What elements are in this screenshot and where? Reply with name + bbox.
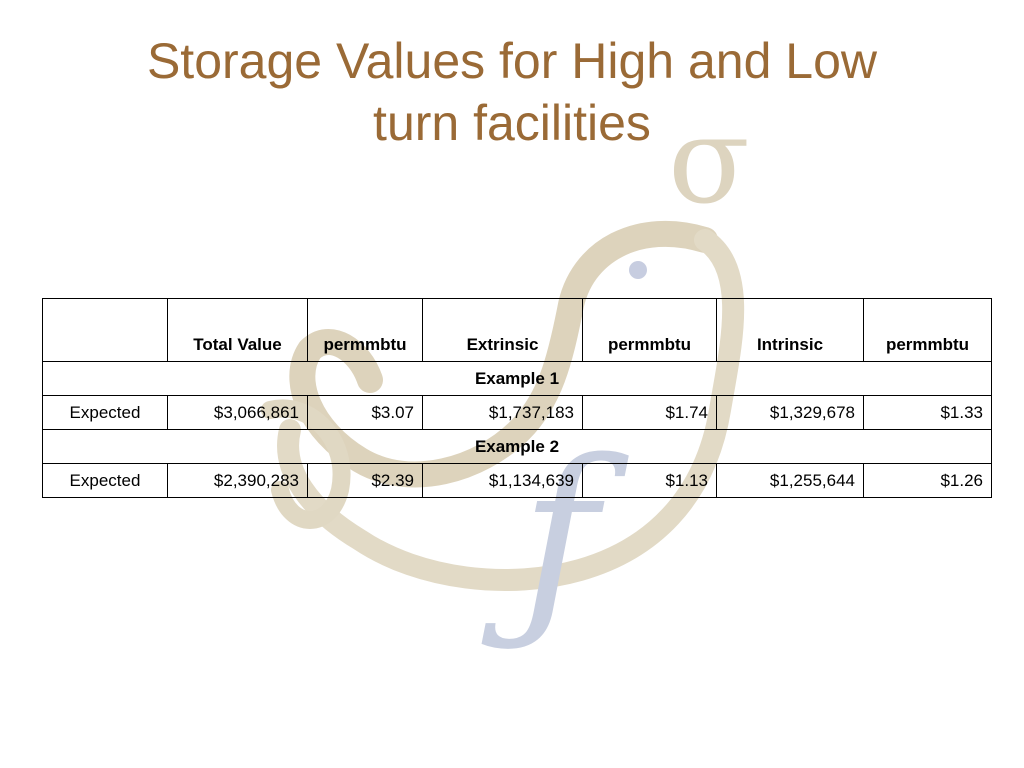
header-cell — [42, 298, 168, 362]
row-label: Expected — [42, 395, 168, 430]
header-cell: permmbtu — [307, 298, 423, 362]
header-cell: Extrinsic — [422, 298, 583, 362]
title-line-2: turn facilities — [373, 95, 651, 151]
table-cell: $2.39 — [307, 463, 423, 498]
header-cell: Total Value — [167, 298, 308, 362]
table-cell: $1.33 — [863, 395, 992, 430]
storage-values-table: Total Value permmbtu Extrinsic permmbtu … — [42, 298, 992, 498]
table-cell: $1.13 — [582, 463, 717, 498]
title-line-1: Storage Values for High and Low — [146, 33, 878, 89]
table-row: Expected $2,390,283 $2.39 $1,134,639 $1.… — [42, 463, 992, 498]
slide-title: Storage Values for High and Low turn fac… — [62, 30, 962, 154]
group-label: Example 1 — [42, 361, 992, 396]
svg-text:σ: σ — [668, 110, 750, 231]
row-label: Expected — [42, 463, 168, 498]
header-cell: permmbtu — [582, 298, 717, 362]
table-cell: $1,737,183 — [422, 395, 583, 430]
table-cell: $1.26 — [863, 463, 992, 498]
table-cell: $3.07 — [307, 395, 423, 430]
table-cell: $1,255,644 — [716, 463, 864, 498]
table-row: Expected $3,066,861 $3.07 $1,737,183 $1.… — [42, 395, 992, 430]
table-cell: $1.74 — [582, 395, 717, 430]
header-cell: permmbtu — [863, 298, 992, 362]
table-cell: $1,329,678 — [716, 395, 864, 430]
table-cell: $1,134,639 — [422, 463, 583, 498]
group-row: Example 2 — [42, 429, 992, 464]
header-row: Total Value permmbtu Extrinsic permmbtu … — [42, 298, 992, 362]
group-label: Example 2 — [42, 429, 992, 464]
group-row: Example 1 — [42, 361, 992, 396]
table-cell: $3,066,861 — [167, 395, 308, 430]
table-cell: $2,390,283 — [167, 463, 308, 498]
header-cell: Intrinsic — [716, 298, 864, 362]
